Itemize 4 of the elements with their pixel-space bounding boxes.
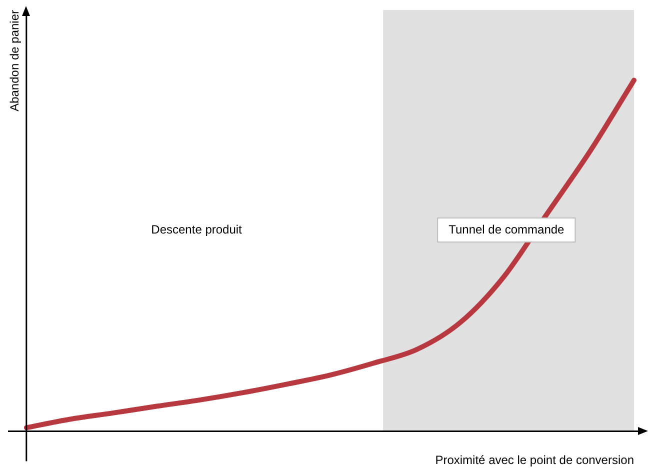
y-axis-title: Abandon de panier bbox=[8, 10, 22, 112]
x-axis-title: Proximité avec le point de conversion bbox=[435, 453, 634, 468]
annotation: Tunnel de commande bbox=[448, 222, 565, 236]
annotation: Descente produit bbox=[151, 222, 243, 236]
